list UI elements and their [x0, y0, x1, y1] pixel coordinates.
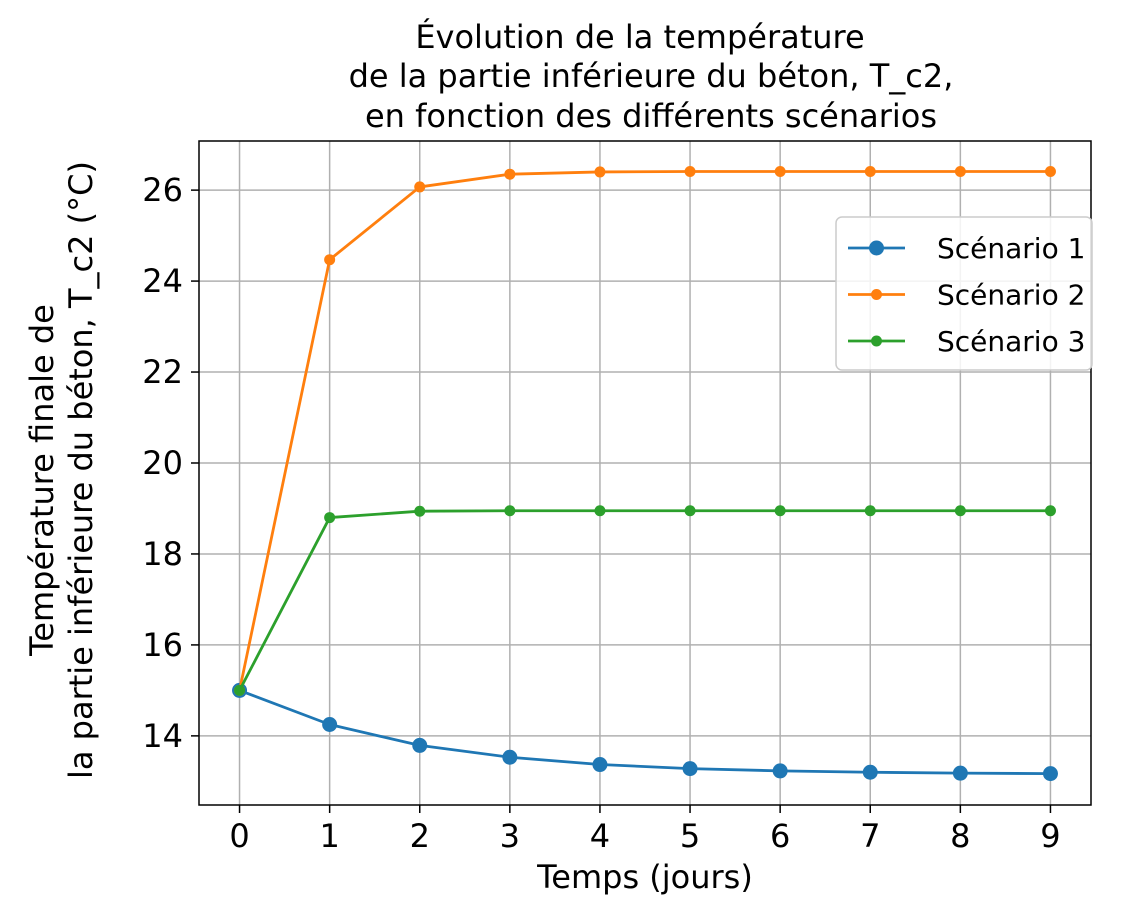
data-point [952, 765, 968, 781]
y-tick-label: 14 [142, 717, 183, 755]
legend-box [835, 216, 1093, 371]
chart-title: Évolution de la température de la partie… [349, 18, 954, 135]
data-point [504, 168, 516, 180]
y-axis-ticks: 14 16 18 20 22 24 26 [142, 171, 199, 755]
x-axis-label: Temps (jours) [536, 858, 753, 896]
legend-label: Scénario 3 [937, 325, 1085, 358]
data-point [682, 761, 698, 777]
y-axis-label-line-1: Température finale de [23, 304, 61, 657]
legend-swatch-marker [871, 335, 882, 347]
x-tick-label: 1 [319, 817, 339, 855]
legend-swatch-marker [871, 289, 882, 300]
data-point [594, 166, 606, 178]
x-tick-label: 2 [410, 817, 430, 855]
y-axis-label-line-2: la partie inférieure du béton, T_c2 (°C) [62, 161, 100, 779]
x-tick-label: 6 [770, 817, 790, 855]
data-point [414, 181, 426, 193]
data-point [684, 165, 696, 177]
data-point [1044, 505, 1056, 517]
x-axis-ticks: 0 1 2 3 4 5 6 7 8 9 [229, 805, 1061, 855]
data-point [502, 749, 518, 765]
data-point [1042, 766, 1058, 782]
data-point [504, 505, 516, 517]
x-tick-label: 0 [229, 817, 249, 855]
series-line [238, 509, 1051, 692]
y-tick-label: 18 [142, 535, 183, 573]
y-axis-label: Température finale de la partie inférieu… [23, 161, 100, 779]
series-line [239, 689, 1051, 776]
x-tick-label: 9 [1040, 817, 1060, 855]
x-tick-label: 8 [950, 817, 970, 855]
data-point [954, 165, 966, 177]
data-point [954, 505, 966, 517]
legend-entry: Scénario 1 [848, 232, 1085, 265]
x-tick-label: 7 [860, 817, 880, 855]
data-point [864, 165, 876, 177]
y-tick-label: 22 [142, 353, 183, 391]
legend-label: Scénario 2 [937, 279, 1085, 312]
data-point [772, 763, 788, 779]
data-point [684, 505, 696, 517]
chart-title-line-2: de la partie inférieure du béton, T_c2, [349, 57, 954, 95]
data-point [862, 764, 878, 780]
x-tick-label: 3 [500, 817, 520, 855]
data-point [774, 165, 786, 177]
data-point [412, 737, 428, 753]
legend-entry: Scénario 2 [848, 279, 1085, 312]
y-tick-label: 24 [142, 262, 183, 300]
series-3 [234, 505, 1056, 696]
data-point [592, 757, 608, 773]
data-point [322, 717, 338, 733]
y-tick-label: 26 [142, 171, 183, 209]
data-point [774, 505, 786, 517]
series-line [238, 170, 1051, 691]
y-tick-label: 20 [142, 444, 183, 482]
data-point [324, 254, 336, 266]
data-point [864, 505, 876, 517]
legend: Scénario 1 Scénario 2 Scénario 3 [835, 216, 1093, 371]
data-point [1044, 165, 1056, 177]
plot-area-frame [198, 140, 1092, 806]
legend-entry: Scénario 3 [848, 325, 1085, 358]
x-tick-label: 5 [680, 817, 700, 855]
chart-title-line-3: en fonction des différents scénarios [365, 97, 937, 135]
data-point [324, 512, 336, 524]
data-point [414, 505, 426, 517]
y-tick-label: 16 [142, 626, 183, 664]
legend-label: Scénario 1 [937, 232, 1085, 265]
series-layer [232, 165, 1058, 782]
chart-title-line-1: Évolution de la température [415, 18, 864, 56]
data-point [234, 684, 246, 696]
legend-swatch-marker [869, 240, 884, 256]
x-tick-label: 4 [590, 817, 610, 855]
data-point [594, 505, 606, 517]
